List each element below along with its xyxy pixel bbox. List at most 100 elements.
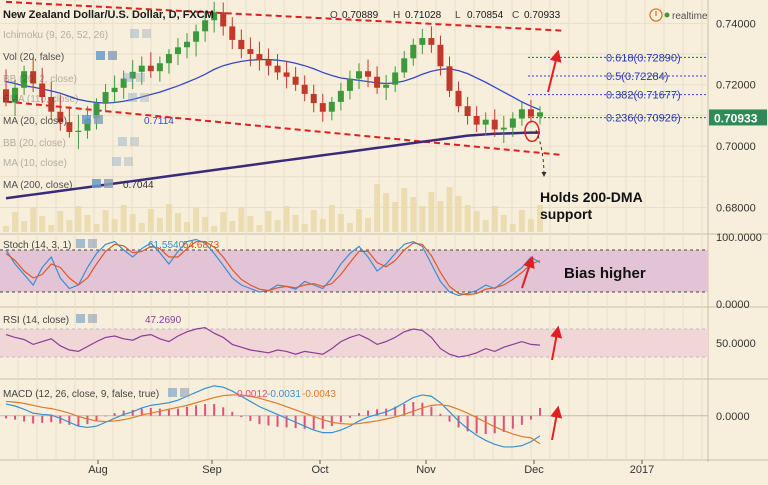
stoch-d-line <box>5 241 541 296</box>
volume-bar <box>211 226 218 232</box>
volume-bar <box>301 224 308 232</box>
candle-body <box>30 71 37 84</box>
macd-value: -0.0031 <box>267 389 301 400</box>
ohlc-value: 0.70889 <box>342 10 379 21</box>
volume-bar <box>174 213 181 232</box>
candle-body <box>374 76 381 88</box>
indicator-visibility-toggle-icon <box>82 115 91 124</box>
volume-bar <box>428 192 435 232</box>
indicator-settings-icon <box>142 29 151 38</box>
candle-body <box>138 65 145 72</box>
volume-bar <box>346 223 353 232</box>
candle-body <box>473 116 480 125</box>
stoch-k-line <box>5 238 541 297</box>
candle-body <box>310 93 317 104</box>
volume-bar <box>455 196 462 232</box>
volume-bar <box>93 224 100 232</box>
volume-bar <box>319 219 326 232</box>
candle-body <box>256 54 263 61</box>
dashed-arrow-support <box>535 129 547 177</box>
volume-bar <box>3 226 9 232</box>
indicator-settings-icon <box>94 115 103 124</box>
stoch-d-value: 54.6873 <box>183 240 220 251</box>
candle-body <box>202 20 209 32</box>
candle-body <box>301 84 308 94</box>
stoch-axis-tick: 0.0000 <box>716 299 750 311</box>
x-axis-tick-label: Oct <box>311 464 328 476</box>
volume-bar <box>292 215 299 232</box>
candle-body <box>274 65 281 73</box>
ohlc-value: 0.70933 <box>524 10 561 21</box>
indicator-visibility-toggle-icon <box>128 93 137 102</box>
realtime-label: realtime <box>672 11 708 22</box>
candle-body <box>3 89 9 103</box>
rsi-title: RSI (14, close) <box>3 315 69 326</box>
indicator-label: Ichimoku (9, 26, 52, 26) <box>3 30 108 41</box>
indicator-settings-icon <box>104 179 113 188</box>
ohlc-key: O <box>330 10 338 21</box>
last-price-badge <box>709 109 767 126</box>
fib-level-label: 0.382(0.71677) <box>606 90 681 102</box>
candle-body <box>355 71 362 79</box>
volume-bar <box>138 223 145 232</box>
indicator-settings-icon <box>88 239 97 248</box>
candle-body <box>66 122 73 132</box>
candle-body <box>156 63 163 72</box>
stoch-title: Stoch (14, 3, 1) <box>3 240 71 251</box>
up-arrow-price <box>547 49 562 93</box>
macd-histogram-value: 0.0012 <box>237 389 268 400</box>
candle-body <box>193 31 200 42</box>
clock-icon-ring <box>649 8 663 22</box>
indicator-visibility-toggle-icon <box>76 314 85 323</box>
indicator-visibility-toggle-icon <box>92 179 101 188</box>
candle-body <box>111 87 118 93</box>
volume-bar <box>473 211 480 232</box>
volume-bar <box>193 208 200 232</box>
volume-bar <box>265 211 272 232</box>
volume-bar <box>30 207 37 232</box>
annotation-support: support <box>540 206 592 222</box>
volume-bar <box>283 206 290 232</box>
rsi-line <box>5 326 541 358</box>
realtime-dot-icon <box>664 12 670 18</box>
volume-bar <box>156 218 163 232</box>
candle-body <box>283 72 290 77</box>
candle-body <box>174 47 181 55</box>
volume-bar <box>419 206 426 232</box>
stoch-k-value: 61.5540 <box>148 240 185 251</box>
fib-level-label: 0.618(0.72890) <box>606 52 681 64</box>
last-price-value: 0.70933 <box>714 111 758 125</box>
candle-body <box>500 127 507 130</box>
candle-body <box>12 87 19 103</box>
macd-signal-value: -0.0043 <box>302 389 336 400</box>
volume-bar <box>111 219 118 232</box>
fib-level-label: 0.5(0.72284) <box>606 71 668 83</box>
candle-body <box>220 12 227 27</box>
volume-bar <box>39 216 46 232</box>
macd-title: MACD (12, 26, close, 9, false, true) <box>3 389 159 400</box>
volume-bar <box>310 210 317 232</box>
candle-body <box>129 71 136 79</box>
macd-axis-tick: 0.0000 <box>716 411 750 423</box>
candle-body <box>48 96 55 112</box>
macd-line <box>5 385 541 448</box>
candle-body <box>75 130 82 132</box>
indicator-settings-icon <box>108 51 117 60</box>
volume-bar <box>355 209 362 232</box>
volume-bar <box>147 209 154 232</box>
up-arrow-rsi <box>550 325 563 361</box>
up-arrow-stoch <box>521 255 535 289</box>
price-axis-tick: 0.72000 <box>716 80 756 92</box>
label-layer: 0.74000 0.72000 0.70000 0.68000 Aug Sep Oct Nov… <box>3 8 767 476</box>
candle-body <box>247 49 254 55</box>
x-axis-tick-label: Nov <box>416 464 436 476</box>
candle-body <box>84 118 91 131</box>
volume-bar <box>464 205 471 232</box>
candle-body <box>147 65 154 72</box>
volume-bar <box>48 225 55 232</box>
volume-bar <box>202 217 209 232</box>
chart-title: New Zealand Dollar/U.S. Dollar, D, FXCM <box>3 9 214 21</box>
